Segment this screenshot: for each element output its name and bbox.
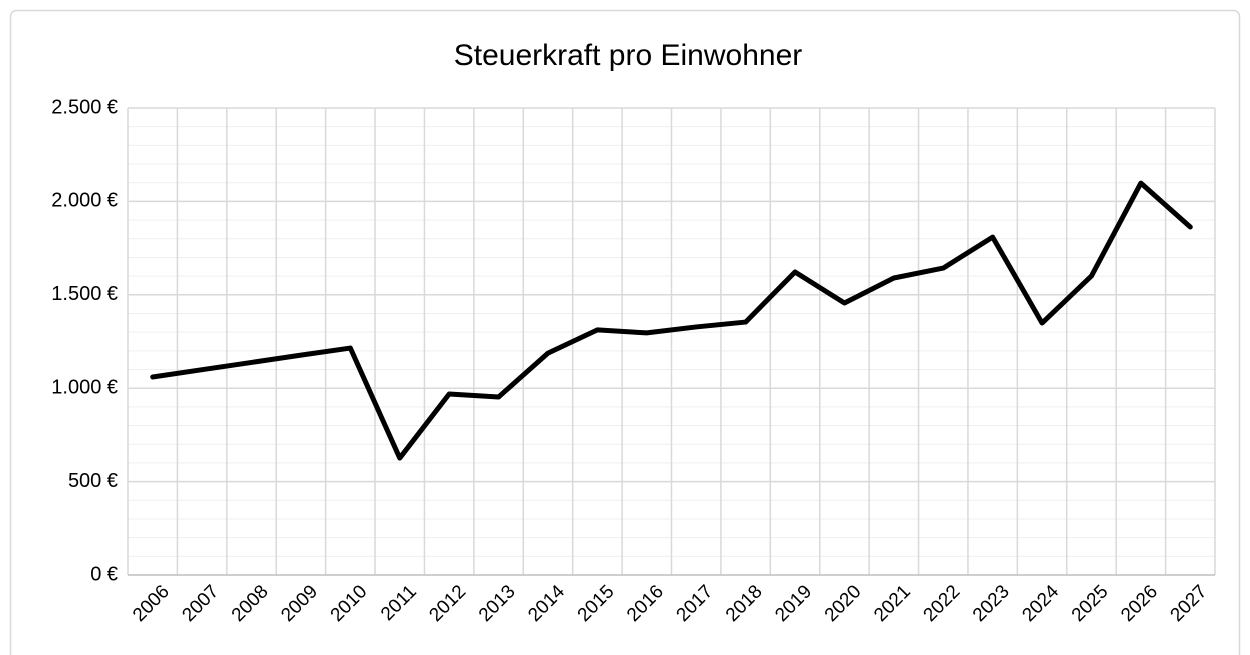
- data-line: [150, 180, 1193, 461]
- y-tick-label: 500 €: [68, 470, 118, 492]
- chart-title: Steuerkraft pro Einwohner: [454, 39, 803, 72]
- y-tick-label: 1.000 €: [51, 376, 118, 398]
- y-tick-label: 1.500 €: [51, 283, 118, 305]
- y-tick-label: 0 €: [90, 563, 118, 585]
- y-tick-label: 2.500 €: [51, 96, 118, 118]
- y-tick-label: 2.000 €: [51, 190, 118, 212]
